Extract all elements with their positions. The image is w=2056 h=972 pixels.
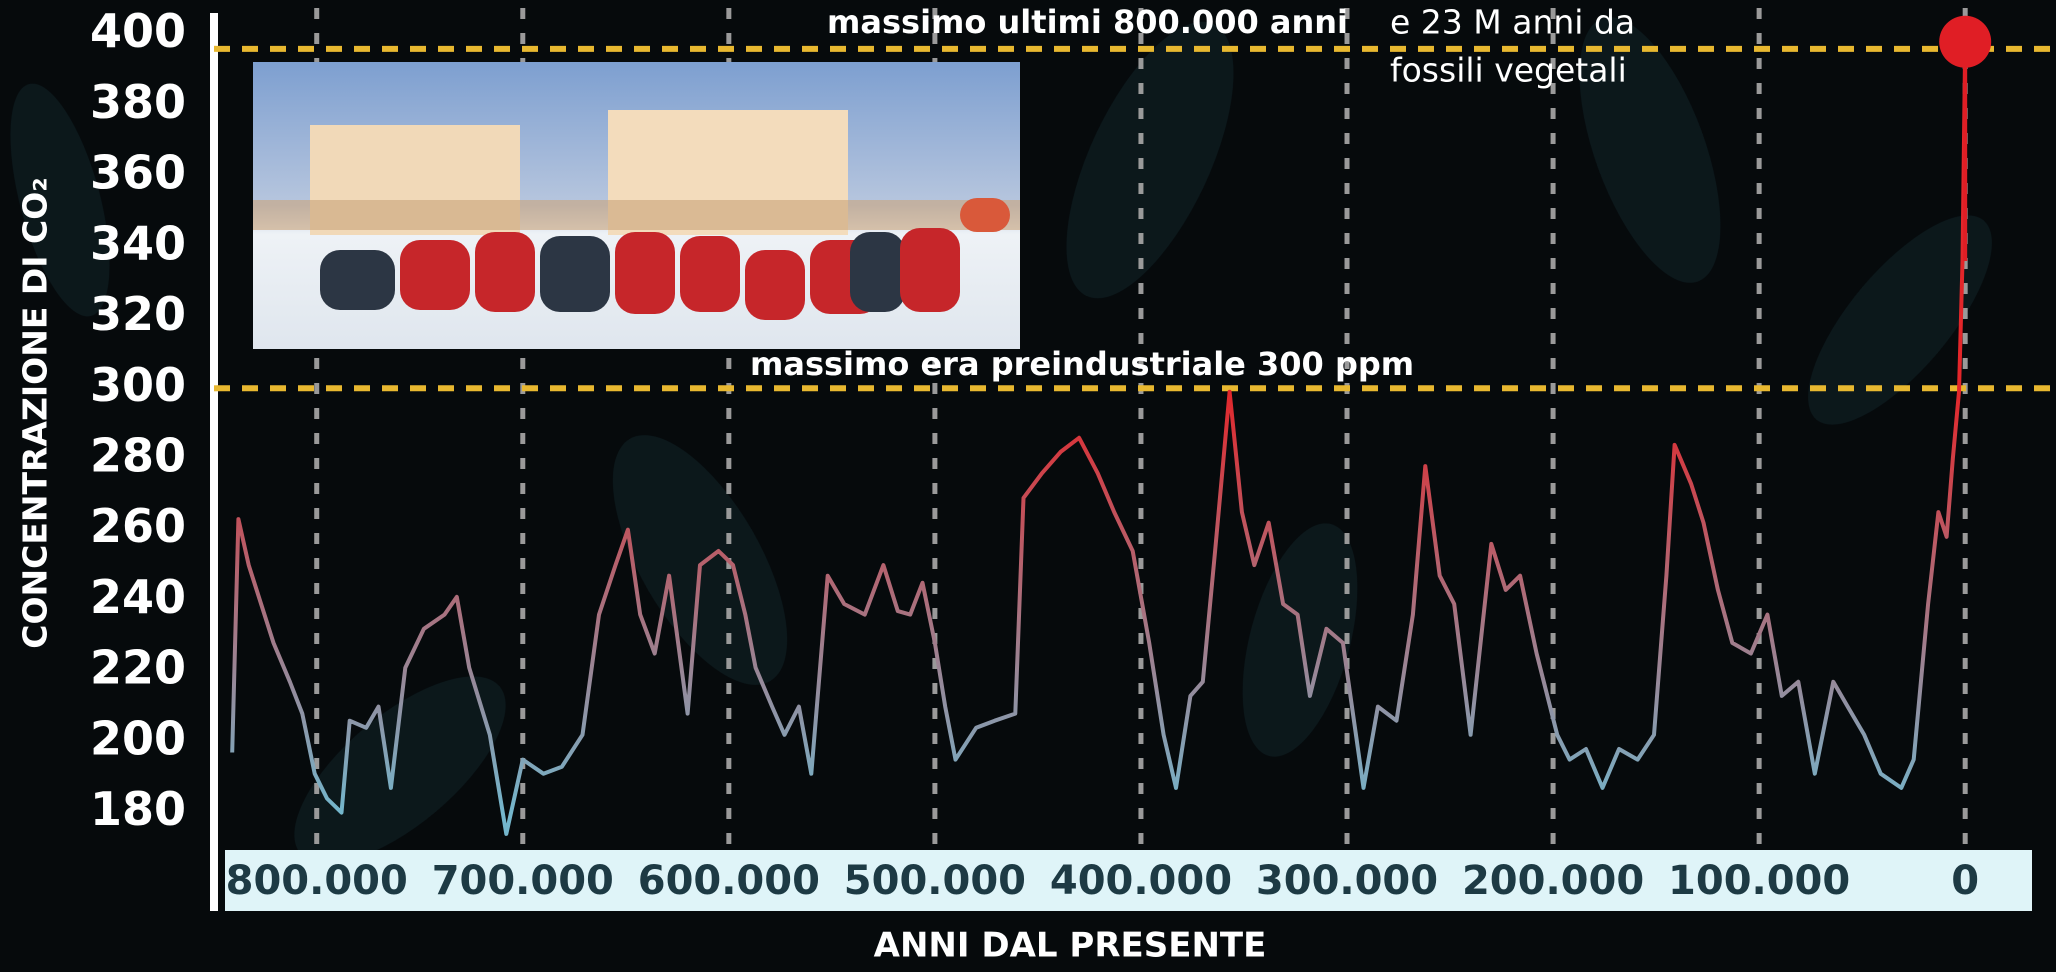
x-axis-band <box>225 850 2032 911</box>
photo-tent <box>960 198 1010 232</box>
leaf-decoration <box>10 17 1992 864</box>
y-tick-label: 320 <box>90 287 186 341</box>
annotation: massimo ultimi 800.000 anni <box>827 3 1348 41</box>
x-tick-label: 400.000 <box>1050 858 1232 904</box>
y-tick-label: 380 <box>90 75 186 129</box>
y-tick-label: 200 <box>90 711 186 765</box>
x-tick-label: 800.000 <box>226 858 408 904</box>
annotation: fossili vegetali <box>1390 51 1627 90</box>
ticks: 180 200 220 240 260 280 300 320 340 360 380 400 800.… <box>90 4 1979 904</box>
y-tick-label: 340 <box>90 216 186 270</box>
photo-people <box>320 228 960 320</box>
y-tick-label: 240 <box>90 570 186 624</box>
y-tick-label: 360 <box>90 146 186 200</box>
grid <box>314 8 1968 848</box>
co2-line <box>230 41 1968 836</box>
x-tick-label: 300.000 <box>1256 858 1438 904</box>
y-tick-label: 220 <box>90 641 186 695</box>
x-tick-label: 100.000 <box>1668 858 1850 904</box>
y-tick-label: 300 <box>90 358 186 412</box>
present-marker <box>1939 15 1992 68</box>
annotation: massimo era preindustriale 300 ppm <box>750 345 1414 383</box>
x-tick-label: 200.000 <box>1462 858 1644 904</box>
y-tick-label: 280 <box>90 429 186 483</box>
x-tick-label: 600.000 <box>638 858 820 904</box>
x-tick-label: 700.000 <box>432 858 614 904</box>
x-axis-title: ANNI DAL PRESENTE <box>874 926 1267 966</box>
y-tick-label: 180 <box>90 782 186 836</box>
y-axis-title: CONCENTRAZIONE DI CO₂ <box>16 177 55 649</box>
x-tick-label: 500.000 <box>844 858 1026 904</box>
annotation: e 23 M anni da <box>1390 3 1635 42</box>
photo <box>253 62 1020 349</box>
photo-ground <box>253 200 1020 230</box>
series <box>230 15 1992 836</box>
y-tick-label: 260 <box>90 499 186 553</box>
y-tick-label: 400 <box>90 4 186 58</box>
x-tick-label: 0 <box>1951 858 1979 904</box>
